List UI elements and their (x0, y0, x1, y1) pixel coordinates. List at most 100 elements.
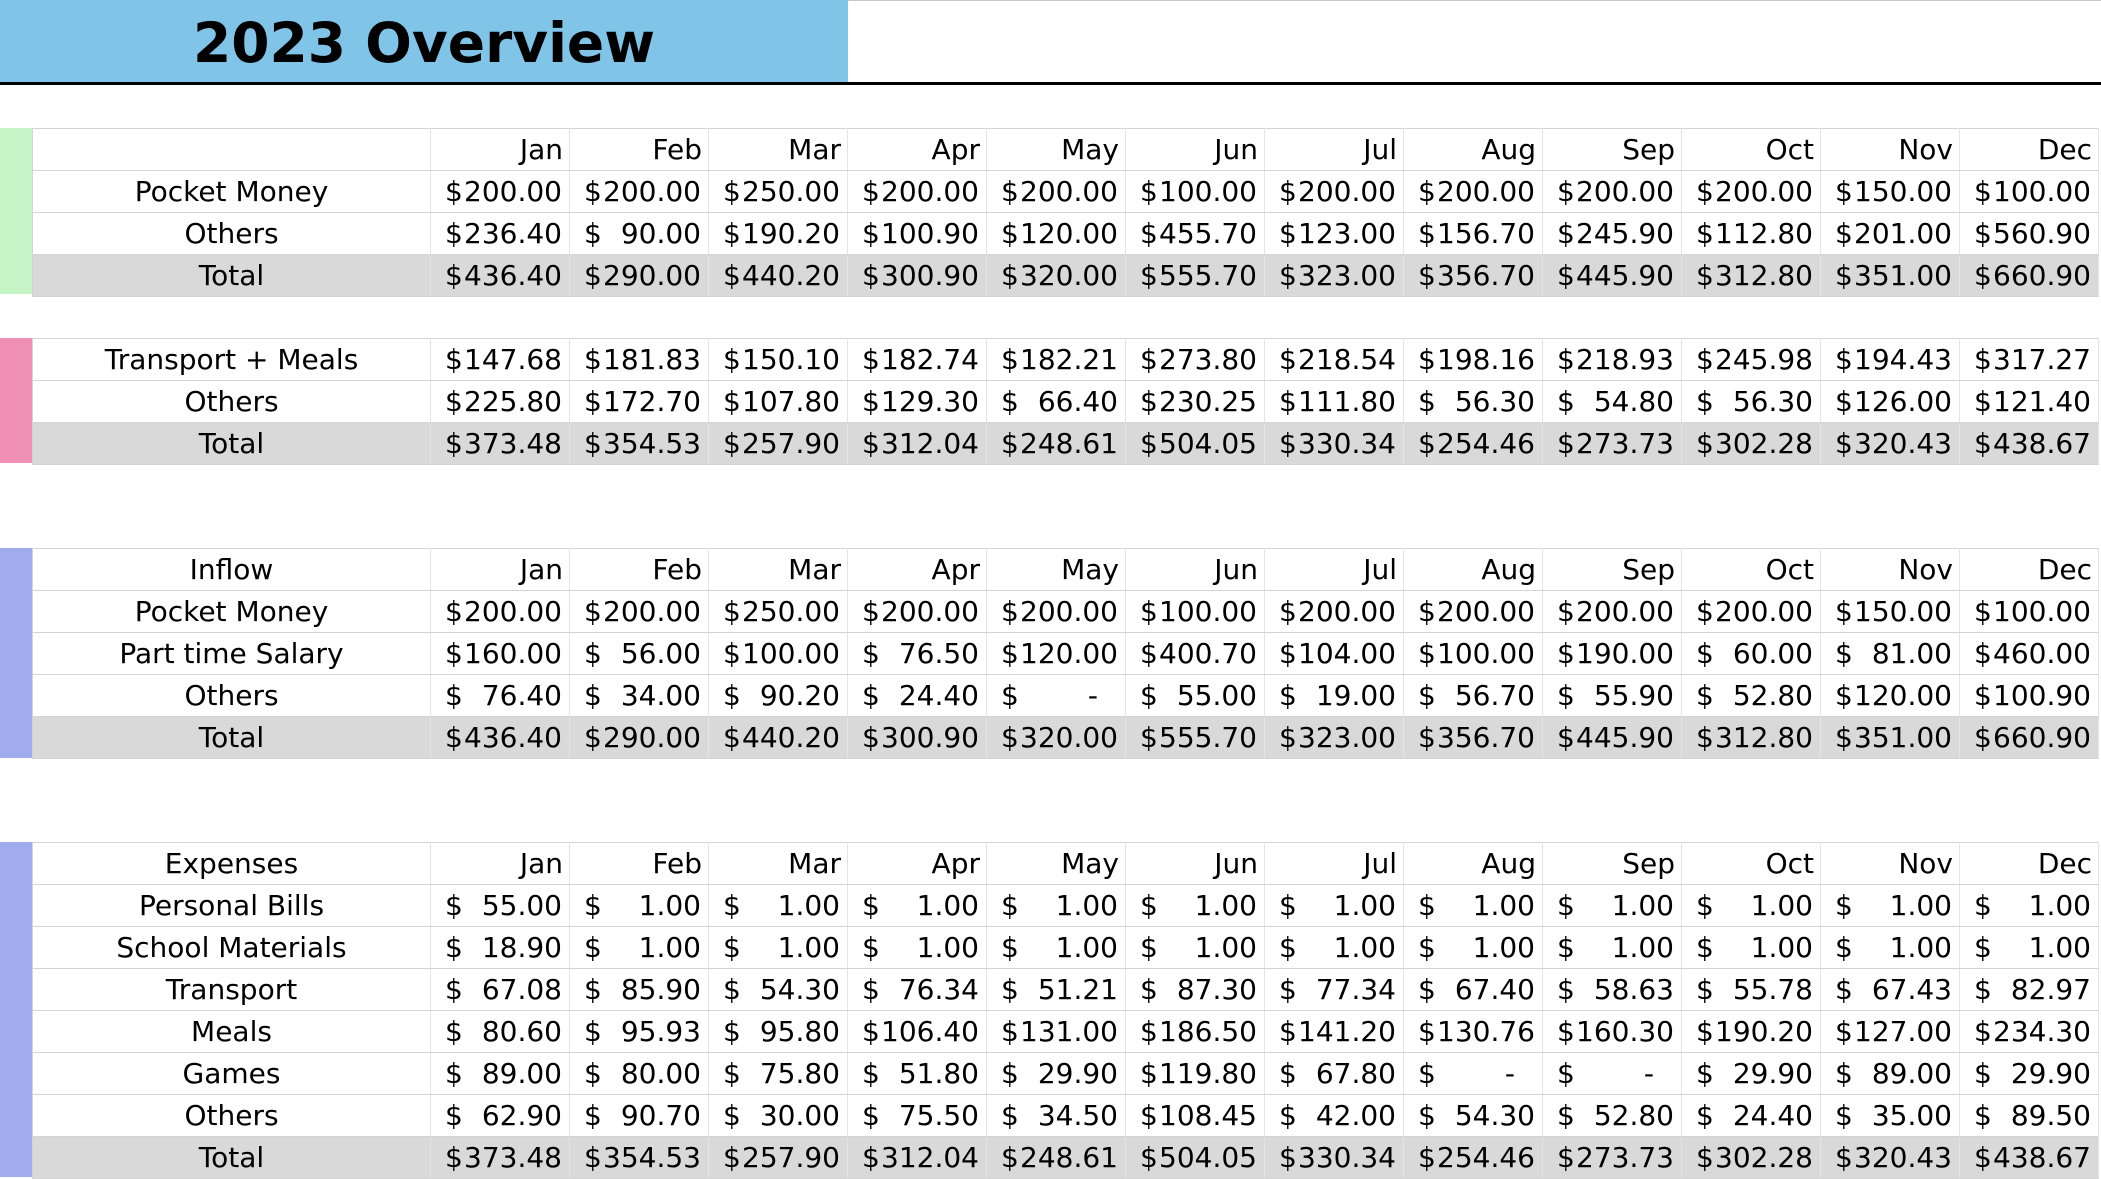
month-header-feb[interactable]: Feb (569, 842, 709, 885)
value-cell[interactable]: $234.30 (1959, 1010, 2099, 1053)
value-cell[interactable]: $150.00 (1820, 170, 1960, 213)
value-cell[interactable]: $85.90 (569, 968, 709, 1011)
value-cell[interactable]: $120.00 (986, 632, 1126, 675)
value-cell[interactable]: $1.00 (1542, 926, 1682, 969)
value-cell[interactable]: $200.00 (1403, 590, 1543, 633)
value-cell[interactable]: $29.90 (1959, 1052, 2099, 1095)
value-cell[interactable]: $55.00 (1125, 674, 1265, 717)
value-cell[interactable]: $1.00 (1820, 884, 1960, 927)
value-cell[interactable]: $245.98 (1681, 338, 1821, 381)
value-cell[interactable]: $373.48 (430, 422, 570, 465)
value-cell[interactable]: $320.43 (1820, 1136, 1960, 1179)
value-cell[interactable]: $100.90 (1959, 674, 2099, 717)
value-cell[interactable]: $190.00 (1542, 632, 1682, 675)
value-cell[interactable]: $200.00 (1681, 590, 1821, 633)
value-cell[interactable]: $51.21 (986, 968, 1126, 1011)
value-cell[interactable]: $445.90 (1542, 254, 1682, 297)
row-label-total[interactable]: Total (32, 1136, 431, 1179)
value-cell[interactable]: $330.34 (1264, 1136, 1404, 1179)
value-cell[interactable]: $160.00 (430, 632, 570, 675)
value-cell[interactable]: $236.40 (430, 212, 570, 255)
value-cell[interactable]: $504.05 (1125, 422, 1265, 465)
value-cell[interactable]: $504.05 (1125, 1136, 1265, 1179)
value-cell[interactable]: $1.00 (847, 884, 987, 927)
value-cell[interactable]: $58.63 (1542, 968, 1682, 1011)
value-cell[interactable]: $24.40 (1681, 1094, 1821, 1137)
value-cell[interactable]: $373.48 (430, 1136, 570, 1179)
value-cell[interactable]: $300.90 (847, 254, 987, 297)
month-header-may[interactable]: May (986, 128, 1126, 171)
value-cell[interactable]: $150.00 (1820, 590, 1960, 633)
value-cell[interactable]: $400.70 (1125, 632, 1265, 675)
value-cell[interactable]: $56.70 (1403, 674, 1543, 717)
value-cell[interactable]: $436.40 (430, 254, 570, 297)
value-cell[interactable]: $354.53 (569, 1136, 709, 1179)
value-cell[interactable]: $129.30 (847, 380, 987, 423)
value-cell[interactable]: $186.50 (1125, 1010, 1265, 1053)
value-cell[interactable]: $1.00 (569, 926, 709, 969)
value-cell[interactable]: $100.00 (708, 632, 848, 675)
row-label-others[interactable]: Others (32, 212, 431, 255)
row-label-others[interactable]: Others (32, 1094, 431, 1137)
month-header-feb[interactable]: Feb (569, 548, 709, 591)
value-cell[interactable]: $312.04 (847, 422, 987, 465)
value-cell[interactable]: $200.00 (847, 170, 987, 213)
value-cell[interactable]: $123.00 (1264, 212, 1404, 255)
section-header-label[interactable]: Inflow (32, 548, 431, 591)
month-header-mar[interactable]: Mar (708, 842, 848, 885)
value-cell[interactable]: $200.00 (569, 590, 709, 633)
value-cell[interactable]: $1.00 (986, 884, 1126, 927)
value-cell[interactable]: $555.70 (1125, 716, 1265, 759)
value-cell[interactable]: $200.00 (569, 170, 709, 213)
value-cell[interactable]: $106.40 (847, 1010, 987, 1053)
month-header-feb[interactable]: Feb (569, 128, 709, 171)
value-cell[interactable]: $248.61 (986, 1136, 1126, 1179)
month-header-jun[interactable]: Jun (1125, 128, 1265, 171)
value-cell[interactable]: $100.00 (1959, 170, 2099, 213)
value-cell[interactable]: $62.90 (430, 1094, 570, 1137)
value-cell[interactable]: $80.00 (569, 1052, 709, 1095)
row-label-meals[interactable]: Meals (32, 1010, 431, 1053)
section-header-label[interactable]: Expenses (32, 842, 431, 885)
value-cell[interactable]: $320.00 (986, 716, 1126, 759)
value-cell[interactable]: $112.80 (1681, 212, 1821, 255)
value-cell[interactable]: $56.30 (1681, 380, 1821, 423)
value-cell[interactable]: $35.00 (1820, 1094, 1960, 1137)
value-cell[interactable]: $660.90 (1959, 716, 2099, 759)
value-cell[interactable]: $323.00 (1264, 716, 1404, 759)
month-header-dec[interactable]: Dec (1959, 548, 2099, 591)
value-cell[interactable]: $356.70 (1403, 716, 1543, 759)
value-cell[interactable]: $54.30 (708, 968, 848, 1011)
value-cell[interactable]: $273.73 (1542, 1136, 1682, 1179)
value-cell[interactable]: $52.80 (1681, 674, 1821, 717)
value-cell[interactable]: $181.83 (569, 338, 709, 381)
value-cell[interactable]: $200.00 (1681, 170, 1821, 213)
value-cell[interactable]: $42.00 (1264, 1094, 1404, 1137)
month-header-oct[interactable]: Oct (1681, 842, 1821, 885)
value-cell[interactable]: $1.00 (986, 926, 1126, 969)
value-cell[interactable]: $54.80 (1542, 380, 1682, 423)
value-cell[interactable]: $356.70 (1403, 254, 1543, 297)
value-cell[interactable]: $660.90 (1959, 254, 2099, 297)
month-header-aug[interactable]: Aug (1403, 548, 1543, 591)
month-header-nov[interactable]: Nov (1820, 842, 1960, 885)
value-cell[interactable]: $107.80 (708, 380, 848, 423)
value-cell[interactable]: $121.40 (1959, 380, 2099, 423)
row-label-others[interactable]: Others (32, 674, 431, 717)
value-cell[interactable]: $190.20 (708, 212, 848, 255)
value-cell[interactable]: $87.30 (1125, 968, 1265, 1011)
value-cell[interactable]: $80.60 (430, 1010, 570, 1053)
value-cell[interactable]: $351.00 (1820, 716, 1960, 759)
value-cell[interactable]: $67.43 (1820, 968, 1960, 1011)
month-header-jan[interactable]: Jan (430, 548, 570, 591)
value-cell[interactable]: $200.00 (1542, 590, 1682, 633)
value-cell[interactable]: $ - (1542, 1052, 1682, 1095)
value-cell[interactable]: $1.00 (1959, 884, 2099, 927)
value-cell[interactable]: $54.30 (1403, 1094, 1543, 1137)
value-cell[interactable]: $1.00 (569, 884, 709, 927)
value-cell[interactable]: $108.45 (1125, 1094, 1265, 1137)
value-cell[interactable]: $436.40 (430, 716, 570, 759)
value-cell[interactable]: $29.90 (986, 1052, 1126, 1095)
value-cell[interactable]: $56.30 (1403, 380, 1543, 423)
value-cell[interactable]: $1.00 (708, 884, 848, 927)
